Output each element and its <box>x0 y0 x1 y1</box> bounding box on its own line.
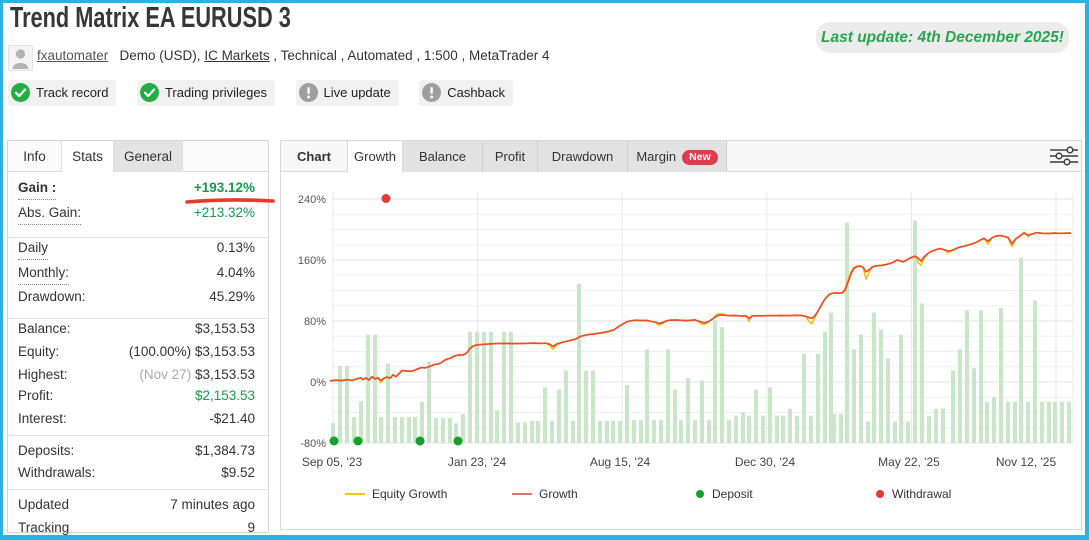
svg-text:160%: 160% <box>298 255 326 267</box>
svg-text:Withdrawal: Withdrawal <box>892 487 951 501</box>
svg-text:Growth: Growth <box>539 487 578 501</box>
svg-text:Deposit: Deposit <box>712 487 753 501</box>
svg-text:240%: 240% <box>298 194 326 206</box>
svg-text:Nov 12, '25: Nov 12, '25 <box>996 455 1057 469</box>
svg-text:Aug 15, '24: Aug 15, '24 <box>590 455 651 469</box>
svg-text:Jan 23, '24: Jan 23, '24 <box>448 455 507 469</box>
svg-text:Equity Growth: Equity Growth <box>372 487 447 501</box>
svg-text:0%: 0% <box>310 377 326 389</box>
svg-text:May 22, '25: May 22, '25 <box>878 455 940 469</box>
svg-text:80%: 80% <box>304 316 326 328</box>
svg-text:Dec 30, '24: Dec 30, '24 <box>735 455 796 469</box>
svg-text:Sep 05, '23: Sep 05, '23 <box>302 455 363 469</box>
svg-text:-80%: -80% <box>300 438 326 450</box>
